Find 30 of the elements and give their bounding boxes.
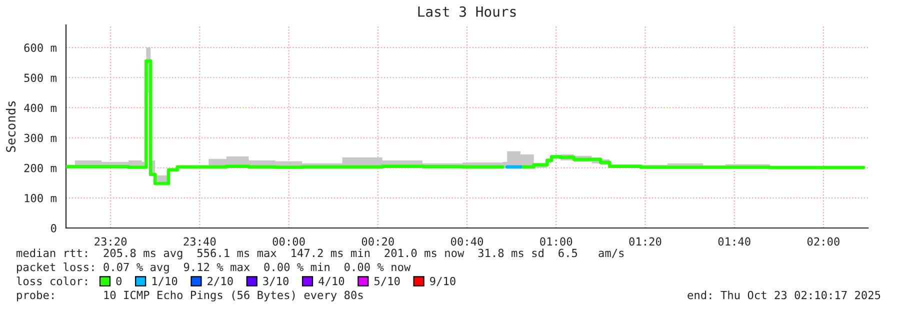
y-axis-title: Seconds xyxy=(6,101,16,152)
x-tick-label: 23:20 xyxy=(94,237,127,246)
legend-label: 0 xyxy=(116,276,122,286)
x-tick-label: 01:00 xyxy=(540,237,572,246)
y-tick-label: 0 xyxy=(51,224,56,232)
y-tick-label: 300 m xyxy=(24,134,56,142)
y-tick-label: 400 m xyxy=(24,104,56,112)
y-tick-label: 100 m xyxy=(24,194,56,202)
x-tick-label: 00:40 xyxy=(451,237,484,246)
x-tick-label: 00:20 xyxy=(362,237,394,246)
text: packet loss: 0.07 % avg 9.12 % max 0.00 % min 0.00 % now xyxy=(17,262,411,274)
chart-title: Last 3 Hours xyxy=(418,6,516,17)
x-tick-label: 01:20 xyxy=(629,237,662,246)
y-tick-label: 600 m xyxy=(24,44,56,52)
x-tick-label: 00:00 xyxy=(272,237,305,246)
legend-title: loss color: xyxy=(16,276,87,286)
x-tick-label: 23:40 xyxy=(184,237,216,246)
y-tick-label: 200 m xyxy=(24,164,56,172)
x-tick-label: 01:40 xyxy=(718,237,750,246)
text: end: Thu Oct 23 02:10:17 2025 xyxy=(688,290,880,300)
legend-label: 2/10 xyxy=(208,276,233,286)
legend-label: 3/10 xyxy=(263,276,288,286)
legend-label: 5/10 xyxy=(374,276,400,286)
x-tick-label: 02:00 xyxy=(807,237,840,246)
legend-label: 1/10 xyxy=(152,276,178,286)
legend-label: 9/10 xyxy=(430,276,456,286)
legend-label: 4/10 xyxy=(318,276,344,286)
text: probe: 10 ICMP Echo Pings (56 Bytes) every 80s xyxy=(17,290,363,302)
text: median rtt: 205.8 ms avg 556.1 ms max 147.2 ms min 201.0 ms now 31.8 ms sd 6.5 am/s xyxy=(16,248,624,260)
y-tick-label: 500 m xyxy=(24,74,56,82)
